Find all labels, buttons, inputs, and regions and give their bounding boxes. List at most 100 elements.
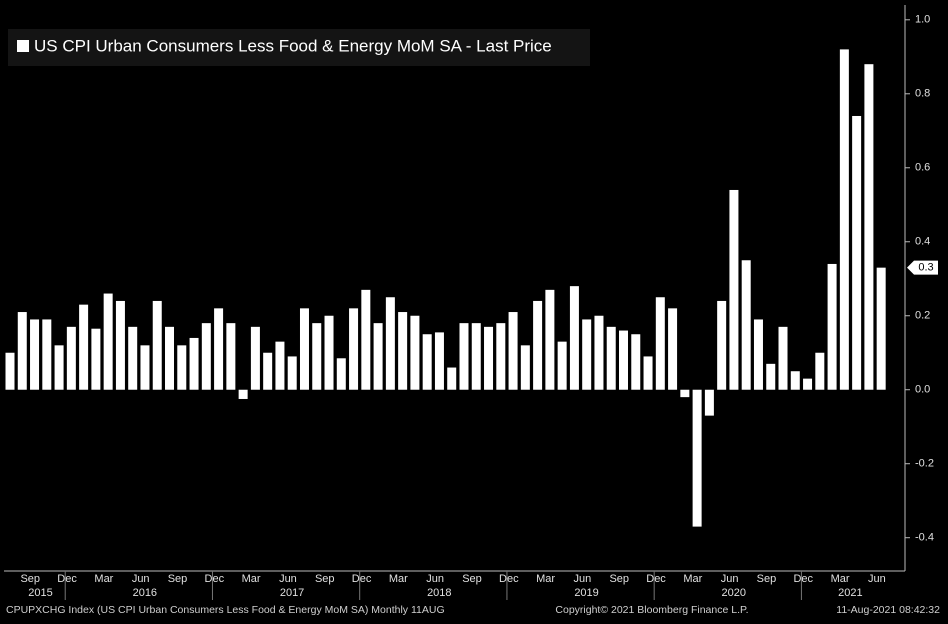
- x-tick-label: Mar: [389, 573, 408, 585]
- x-tick-label: Dec: [499, 573, 519, 585]
- y-tick-label: 0.6: [915, 162, 930, 174]
- bar: [263, 352, 273, 390]
- footer-left: CPUPXCHG Index (US CPI Urban Consumers L…: [6, 604, 445, 616]
- bar: [729, 189, 739, 390]
- bar: [226, 323, 236, 390]
- bar: [385, 297, 395, 390]
- bar: [299, 308, 309, 390]
- bar: [361, 289, 371, 390]
- last-value-flag: [907, 260, 938, 275]
- y-tick-label: 0.4: [915, 236, 930, 248]
- bar: [778, 326, 788, 390]
- bar: [569, 286, 579, 390]
- bar: [312, 323, 322, 390]
- bar: [201, 323, 211, 390]
- bar: [496, 323, 506, 390]
- x-year-label: 2017: [280, 587, 304, 599]
- x-year-label: 2019: [574, 587, 598, 599]
- x-tick-label: Dec: [646, 573, 666, 585]
- bar: [287, 356, 297, 390]
- x-tick-label: Sep: [315, 573, 335, 585]
- bar: [864, 64, 874, 390]
- bar: [631, 334, 641, 390]
- bar: [753, 319, 763, 390]
- x-tick-label: Mar: [683, 573, 702, 585]
- bar: [54, 345, 64, 390]
- bar: [655, 297, 665, 390]
- x-tick-label: Mar: [242, 573, 261, 585]
- bar: [349, 308, 359, 390]
- bar: [533, 300, 543, 390]
- bar: [324, 315, 334, 390]
- bar: [741, 260, 751, 390]
- bar: [140, 345, 150, 390]
- x-tick-label: Dec: [57, 573, 77, 585]
- x-tick-label: Sep: [168, 573, 188, 585]
- footer-right: 11-Aug-2021 08:42:32: [836, 604, 940, 616]
- bar: [717, 300, 727, 390]
- bar: [839, 49, 849, 390]
- legend-box: [8, 29, 590, 66]
- bar: [422, 334, 432, 390]
- x-tick-label: Mar: [94, 573, 113, 585]
- bar: [373, 323, 383, 390]
- x-tick-label: Sep: [609, 573, 629, 585]
- bar: [91, 328, 101, 390]
- bar: [557, 341, 567, 390]
- x-year-label: 2015: [28, 587, 52, 599]
- bar: [79, 304, 89, 390]
- x-tick-label: Jun: [132, 573, 150, 585]
- bar: [459, 323, 469, 390]
- bar: [410, 315, 420, 390]
- x-tick-label: Sep: [757, 573, 777, 585]
- bar: [238, 389, 248, 399]
- x-tick-label: Dec: [793, 573, 813, 585]
- bar: [668, 308, 678, 390]
- bar: [128, 326, 138, 390]
- y-tick-label: 0.2: [915, 310, 930, 322]
- x-tick-label: Jun: [426, 573, 444, 585]
- chart-title: US CPI Urban Consumers Less Food & Energ…: [34, 36, 552, 55]
- bar: [876, 267, 886, 390]
- x-tick-label: Mar: [831, 573, 850, 585]
- bar: [152, 300, 162, 390]
- bar: [852, 115, 862, 390]
- x-tick-label: Jun: [721, 573, 739, 585]
- bar: [471, 323, 481, 390]
- x-tick-label: Jun: [279, 573, 297, 585]
- bar: [30, 319, 40, 390]
- x-year-label: 2016: [133, 587, 157, 599]
- bar: [619, 330, 628, 390]
- bar: [434, 332, 444, 390]
- bar: [508, 312, 518, 390]
- bar: [275, 341, 285, 390]
- bar: [704, 389, 714, 416]
- bar: [66, 326, 76, 390]
- bar: [398, 312, 408, 390]
- bar: [680, 389, 690, 398]
- y-tick-label: 1.0: [915, 14, 930, 26]
- bar: [643, 356, 653, 390]
- bar: [336, 358, 346, 390]
- x-tick-label: Sep: [462, 573, 482, 585]
- bar: [803, 378, 813, 390]
- bar: [189, 337, 199, 390]
- bar: [17, 312, 27, 390]
- bar: [103, 293, 113, 390]
- y-tick-label: -0.4: [915, 532, 934, 544]
- bar: [177, 345, 187, 390]
- bar: [815, 352, 825, 390]
- y-tick-label: 0.0: [915, 384, 930, 396]
- x-tick-label: Jun: [868, 573, 886, 585]
- bar: [545, 289, 555, 390]
- bar: [214, 308, 224, 390]
- bar: [115, 300, 125, 390]
- bar: [5, 352, 15, 390]
- x-year-label: 2021: [838, 587, 862, 599]
- bar: [165, 326, 175, 390]
- x-tick-label: Jun: [574, 573, 592, 585]
- bar: [594, 315, 604, 390]
- bar: [790, 371, 800, 390]
